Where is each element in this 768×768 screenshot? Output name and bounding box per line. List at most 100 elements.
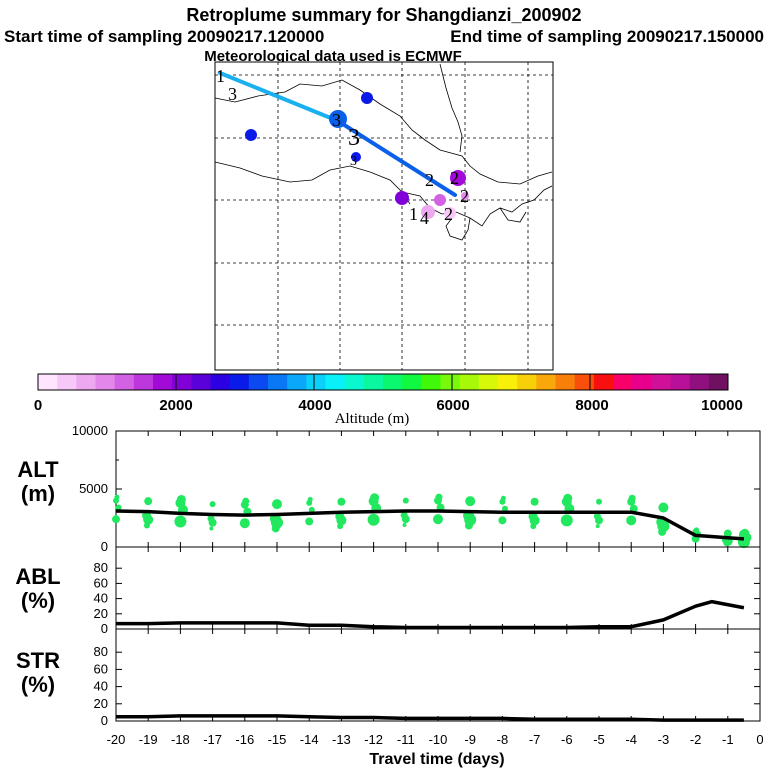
- alt-scatter-point: [464, 521, 473, 530]
- alt-scatter-point: [560, 514, 573, 527]
- alt-scatter-point: [658, 527, 667, 536]
- trajectory-label: 1: [409, 204, 418, 224]
- abl-panel-label: ABL: [15, 564, 60, 589]
- alt-scatter-point: [242, 497, 250, 505]
- y-tick-label: 10000: [72, 423, 108, 438]
- trajectory-label: 3: [228, 84, 237, 104]
- x-tick-label: -9: [464, 732, 476, 747]
- x-tick-label: -12: [364, 732, 383, 747]
- colorbar-swatch: [498, 374, 518, 390]
- trajectory-marker: [450, 170, 466, 186]
- alt-panel-unit: (m): [21, 481, 55, 506]
- alt-scatter-point: [595, 524, 600, 529]
- alt-scatter-point: [501, 505, 508, 512]
- alt-scatter-point: [143, 522, 150, 529]
- str-panel-unit: (%): [21, 672, 55, 697]
- x-tick-label: -4: [625, 732, 637, 747]
- trajectory-marker: [329, 110, 347, 128]
- colorbar-tick-label: 2000: [159, 397, 192, 414]
- trajectory-labels: 1 3 3 2 2 1 4 2 2 3 3: [216, 66, 469, 228]
- alt-scatter-point: [239, 518, 250, 529]
- map-frame: [214, 61, 554, 371]
- alt-scatter-point: [530, 523, 537, 530]
- colorbar-swatch: [613, 374, 633, 390]
- y-tick-label: 60: [94, 575, 108, 590]
- trajectory-label: 2: [450, 168, 459, 188]
- x-tick-label: 0: [756, 732, 763, 747]
- colorbar-swatch: [651, 374, 671, 390]
- alt-scatter-point: [433, 514, 443, 525]
- alt-scatter-point: [465, 496, 476, 507]
- y-tick-label: 20: [94, 696, 108, 711]
- x-tick-label: -18: [171, 732, 190, 747]
- trajectory-label: 1: [216, 66, 225, 86]
- alt-scatter-point: [498, 516, 507, 525]
- trajectory-label: 2: [425, 170, 434, 190]
- alt-scatter-point: [528, 511, 538, 521]
- colorbar-tick-label: 4000: [298, 397, 331, 414]
- colorbar-swatch: [689, 374, 710, 390]
- y-tick-label: 40: [94, 679, 108, 694]
- trajectory-lines: [218, 71, 457, 197]
- altitude-colorbar: [37, 373, 729, 391]
- y-tick-label: 80: [94, 644, 108, 659]
- alt-scatter-point: [628, 494, 636, 502]
- alt-scatter-point: [740, 528, 750, 538]
- colorbar-swatch: [593, 374, 614, 390]
- trajectory-marker: [434, 194, 446, 206]
- x-tick-label: -17: [203, 732, 222, 747]
- y-tick-label: 0: [101, 539, 108, 554]
- colorbar-swatch: [57, 374, 77, 390]
- alt-panel-label: ALT: [17, 457, 59, 482]
- trajectory-label: 2: [444, 204, 453, 224]
- colorbar-swatch: [172, 374, 192, 390]
- alt-scatter-point: [626, 515, 637, 526]
- alt-scatter-point: [142, 511, 152, 521]
- alt-scatter-point: [596, 498, 602, 505]
- alt-scatter-point: [500, 495, 506, 501]
- trajectory-line-downstream: [336, 119, 457, 197]
- str-panel-frame: [115, 628, 761, 722]
- trajectory-marker: [245, 129, 257, 141]
- colorbar-swatch: [383, 374, 403, 390]
- alt-scatter-point: [530, 497, 539, 506]
- trajectory-marker: [361, 92, 373, 104]
- alt-scatter-point: [402, 522, 407, 527]
- alt-scatter-point: [367, 513, 380, 526]
- colorbar-swatch: [191, 374, 211, 390]
- met-data-label: Meteorological data used is ECMWF: [204, 48, 462, 65]
- trajectory-line-upstream: [218, 71, 340, 123]
- start-time-label: Start time of sampling 20090217.120000: [4, 27, 324, 46]
- x-axis-label: Travel time (days): [369, 751, 504, 768]
- alt-scatter-point: [723, 540, 730, 547]
- alt-scatter-point: [209, 501, 216, 508]
- y-tick-label: 5000: [79, 481, 108, 496]
- abl-series-line: [116, 599, 745, 630]
- colorbar-swatch: [536, 374, 556, 390]
- alt-scatter-point: [174, 515, 187, 528]
- y-tick-label: 80: [94, 560, 108, 575]
- str-panel-label: STR: [16, 648, 60, 673]
- trajectory-markers: [245, 92, 469, 219]
- x-tick-label: -10: [429, 732, 448, 747]
- colorbar-tick-label: 6000: [436, 397, 469, 414]
- alt-scatter-point: [271, 524, 280, 533]
- alt-scatter-point: [658, 502, 669, 513]
- colorbar-swatch: [248, 374, 269, 390]
- trajectory-label: 3: [348, 125, 360, 151]
- colorbar-swatch: [708, 374, 729, 390]
- colorbar-swatch: [459, 374, 480, 390]
- alt-scatter-point: [308, 506, 315, 513]
- alt-scatter-point: [370, 493, 380, 503]
- colorbar-swatch: [306, 374, 326, 390]
- colorbar-swatch: [440, 374, 461, 390]
- colorbar-swatch: [402, 374, 422, 390]
- trajectory-label: 3: [350, 154, 357, 169]
- alt-scatter-point: [402, 497, 409, 504]
- trajectory-marker: [351, 152, 361, 162]
- colorbar-swatch: [95, 374, 116, 390]
- colorbar-tick-label: 0: [34, 397, 42, 414]
- colorbar-swatch: [268, 374, 288, 390]
